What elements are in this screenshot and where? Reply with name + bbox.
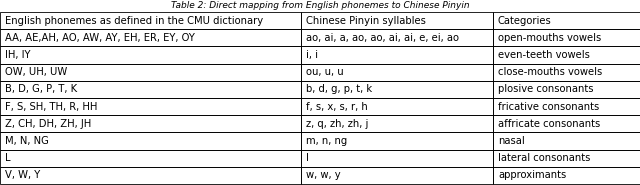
Text: open-mouths vowels: open-mouths vowels <box>498 33 601 43</box>
Text: close-mouths vowels: close-mouths vowels <box>498 67 602 77</box>
Bar <box>301 64 493 81</box>
Bar <box>301 150 493 167</box>
Text: Chinese Pinyin syllables: Chinese Pinyin syllables <box>306 16 426 26</box>
Bar <box>0 29 301 46</box>
Bar <box>493 115 640 132</box>
Bar <box>493 98 640 115</box>
Text: l: l <box>306 153 308 163</box>
Text: plosive consonants: plosive consonants <box>498 84 593 95</box>
Text: approximants: approximants <box>498 170 566 181</box>
Text: w, w, y: w, w, y <box>306 170 340 181</box>
Bar <box>0 150 301 167</box>
Text: even-teeth vowels: even-teeth vowels <box>498 50 590 60</box>
Bar <box>493 12 640 29</box>
Bar <box>301 81 493 98</box>
Bar <box>493 150 640 167</box>
Text: L: L <box>5 153 11 163</box>
Bar <box>0 167 301 184</box>
Text: fricative consonants: fricative consonants <box>498 102 599 112</box>
Bar <box>0 46 301 64</box>
Text: affricate consonants: affricate consonants <box>498 119 600 129</box>
Text: V, W, Y: V, W, Y <box>5 170 40 181</box>
Bar <box>0 115 301 132</box>
Text: i, i: i, i <box>306 50 318 60</box>
Text: OW, UH, UW: OW, UH, UW <box>5 67 67 77</box>
Bar <box>0 81 301 98</box>
Bar <box>301 132 493 150</box>
Text: nasal: nasal <box>498 136 525 146</box>
Bar <box>0 12 301 29</box>
Text: Table 2: Direct mapping from English phonemes to Chinese Pinyin: Table 2: Direct mapping from English pho… <box>171 1 469 10</box>
Text: Categories: Categories <box>498 16 552 26</box>
Bar <box>301 115 493 132</box>
Bar <box>493 29 640 46</box>
Bar <box>301 12 493 29</box>
Bar <box>0 64 301 81</box>
Bar <box>493 167 640 184</box>
Text: ao, ai, a, ao, ao, ai, ai, e, ei, ao: ao, ai, a, ao, ao, ai, ai, e, ei, ao <box>306 33 459 43</box>
Text: m, n, ng: m, n, ng <box>306 136 347 146</box>
Bar <box>493 46 640 64</box>
Text: English phonemes as defined in the CMU dictionary: English phonemes as defined in the CMU d… <box>5 16 263 26</box>
Bar <box>301 167 493 184</box>
Bar <box>493 81 640 98</box>
Text: AA, AE,AH, AO, AW, AY, EH, ER, EY, OY: AA, AE,AH, AO, AW, AY, EH, ER, EY, OY <box>5 33 195 43</box>
Bar <box>493 64 640 81</box>
Bar <box>493 132 640 150</box>
Text: f, s, x, s, r, h: f, s, x, s, r, h <box>306 102 367 112</box>
Text: ou, u, u: ou, u, u <box>306 67 344 77</box>
Text: F, S, SH, TH, R, HH: F, S, SH, TH, R, HH <box>5 102 97 112</box>
Text: Z, CH, DH, ZH, JH: Z, CH, DH, ZH, JH <box>5 119 92 129</box>
Text: b, d, g, p, t, k: b, d, g, p, t, k <box>306 84 372 95</box>
Text: M, N, NG: M, N, NG <box>5 136 49 146</box>
Bar <box>301 98 493 115</box>
Bar <box>301 29 493 46</box>
Text: z, q, zh, zh, j: z, q, zh, zh, j <box>306 119 368 129</box>
Text: IH, IY: IH, IY <box>5 50 31 60</box>
Bar <box>0 98 301 115</box>
Bar <box>0 132 301 150</box>
Bar <box>301 46 493 64</box>
Text: B, D, G, P, T, K: B, D, G, P, T, K <box>5 84 77 95</box>
Text: lateral consonants: lateral consonants <box>498 153 590 163</box>
